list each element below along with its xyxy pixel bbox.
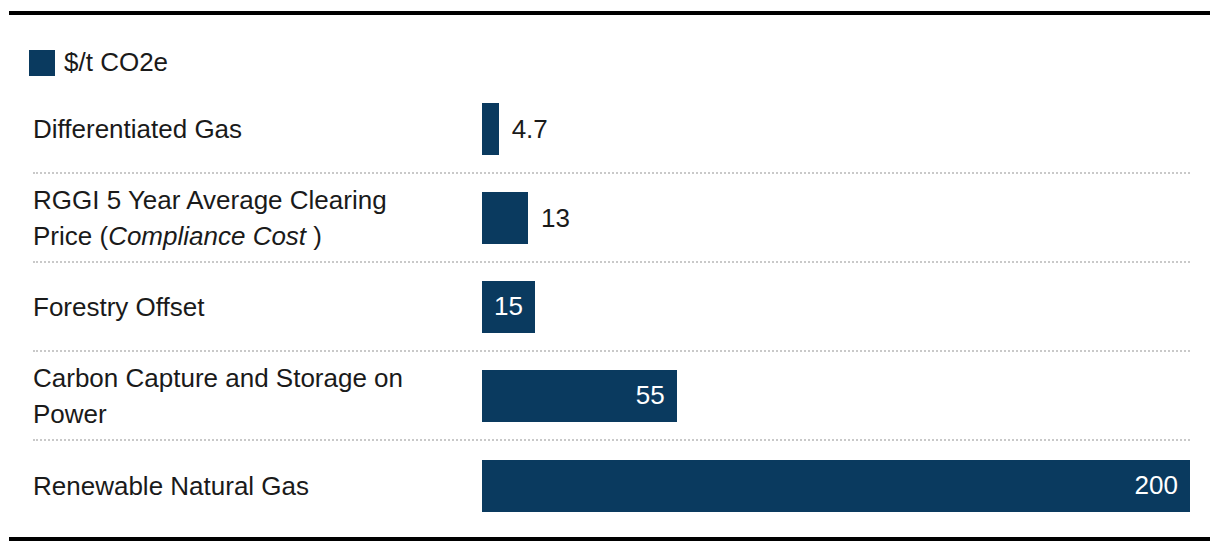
bar: 200: [482, 460, 1190, 512]
chart-row-carbon-capture-storage: Carbon Capture and Storage on Power 55: [33, 352, 1190, 441]
legend: $/t CO2e: [29, 47, 168, 78]
category-label: RGGI 5 Year Average Clearing Price (Comp…: [33, 182, 482, 254]
category-label-italic: Compliance Cost: [108, 221, 313, 251]
category-label-suffix: ): [313, 221, 322, 251]
bar-track: 55: [482, 352, 1190, 439]
chart-row-rggi: RGGI 5 Year Average Clearing Price (Comp…: [33, 174, 1190, 263]
value-label: 4.7: [512, 113, 548, 144]
bar-track: 13: [482, 174, 1190, 261]
bar: 15: [482, 281, 535, 333]
bottom-rule: [9, 537, 1210, 541]
bar-track: 200: [482, 441, 1190, 530]
legend-swatch-icon: [29, 50, 55, 76]
category-label: Differentiated Gas: [33, 111, 482, 147]
value-label: 13: [541, 202, 570, 233]
chart-row-renewable-natural-gas: Renewable Natural Gas 200: [33, 441, 1190, 530]
bar: 13: [482, 192, 528, 244]
chart-row-forestry-offset: Forestry Offset 15: [33, 263, 1190, 352]
value-label: 200: [1135, 470, 1178, 501]
category-label: Renewable Natural Gas: [33, 468, 482, 504]
value-label: 15: [494, 291, 523, 322]
legend-label: $/t CO2e: [64, 47, 168, 78]
chart-rows: Differentiated Gas 4.7 RGGI 5 Year Avera…: [33, 85, 1190, 530]
bar-chart: $/t CO2e Differentiated Gas 4.7 RGGI 5 Y…: [0, 0, 1220, 550]
category-label: Forestry Offset: [33, 289, 482, 325]
category-label-text: Carbon Capture and Storage on Power: [33, 363, 403, 429]
bar: 4.7: [482, 103, 499, 155]
bar-track: 15: [482, 263, 1190, 350]
value-label: 55: [636, 380, 665, 411]
category-label-text: Differentiated Gas: [33, 114, 242, 144]
bar-track: 4.7: [482, 85, 1190, 172]
bar: 55: [482, 370, 677, 422]
category-label-text: Renewable Natural Gas: [33, 471, 309, 501]
category-label: Carbon Capture and Storage on Power: [33, 360, 482, 432]
category-label-text: Forestry Offset: [33, 292, 204, 322]
top-rule: [9, 11, 1210, 15]
chart-row-differentiated-gas: Differentiated Gas 4.7: [33, 85, 1190, 174]
